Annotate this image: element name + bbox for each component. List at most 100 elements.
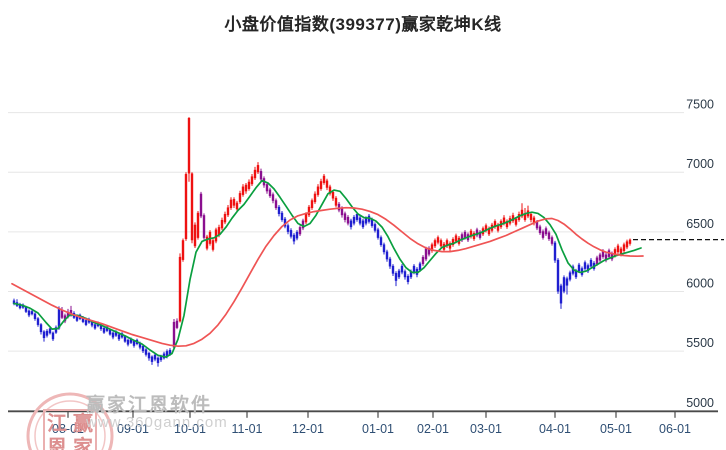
candle-body — [613, 249, 617, 256]
candle-body — [331, 191, 335, 199]
candle-body — [211, 240, 215, 250]
candle-body — [616, 245, 620, 253]
candle-body — [256, 165, 260, 173]
candle-body — [343, 213, 347, 220]
candle-body — [286, 225, 290, 232]
candle-body — [45, 330, 49, 336]
candle-body — [328, 186, 332, 194]
candle-body — [283, 218, 287, 227]
candle-body — [123, 336, 127, 342]
candle-body — [232, 199, 236, 206]
candle-body — [493, 221, 497, 228]
candle-body — [436, 237, 440, 243]
candle-body — [184, 174, 188, 240]
candle-body — [226, 207, 230, 216]
candle-body — [334, 197, 338, 206]
x-axis-label: 12-01 — [292, 422, 324, 436]
candle-body — [126, 339, 130, 345]
candle-body — [604, 254, 608, 261]
candle-body — [223, 213, 227, 223]
candle-body — [202, 215, 206, 238]
candle-body — [472, 233, 476, 240]
candle-body — [514, 218, 518, 225]
candle-body — [427, 247, 431, 255]
candle-body — [168, 349, 172, 355]
candle-body — [172, 321, 176, 348]
candle-body — [361, 220, 365, 228]
candle-body — [307, 206, 311, 216]
candle-body — [147, 352, 151, 359]
candle-body — [165, 351, 169, 357]
candle-body — [535, 221, 539, 229]
candle-body — [298, 227, 302, 235]
candle-body — [577, 264, 581, 272]
x-axis-label: 02-01 — [417, 422, 449, 436]
candle-body — [93, 324, 97, 329]
candle-body — [51, 332, 55, 340]
candle-body — [66, 311, 70, 318]
candle-body — [241, 186, 245, 195]
candle-body — [454, 235, 458, 242]
candle-body — [394, 273, 398, 281]
candle-body — [217, 227, 221, 236]
candle-body — [274, 200, 278, 209]
candle-body — [268, 189, 272, 197]
candle-body — [589, 259, 593, 267]
candle-body — [559, 285, 563, 304]
candle-body — [69, 310, 73, 316]
y-axis-label: 7000 — [686, 157, 714, 171]
candle-body — [355, 213, 359, 220]
candle-body — [433, 240, 437, 247]
candle-body — [313, 193, 317, 203]
candle-body — [316, 186, 320, 195]
candle-body — [190, 173, 194, 241]
x-axis-label: 04-01 — [539, 422, 571, 436]
candle-body — [388, 258, 392, 267]
candle-body — [153, 354, 157, 360]
candle-body — [451, 239, 455, 246]
x-axis-label: 08-01 — [52, 422, 84, 436]
candle-body — [529, 213, 533, 220]
candle-body — [364, 218, 368, 224]
candle-body — [259, 171, 263, 180]
candle-body — [301, 220, 305, 229]
candle-body — [541, 231, 545, 238]
candle-body — [496, 224, 500, 231]
candle-body — [583, 262, 587, 269]
candle-body — [403, 271, 407, 278]
candle-body — [102, 327, 106, 333]
y-axis-label: 5500 — [686, 336, 714, 350]
candle-body — [598, 254, 602, 261]
candle-body — [138, 342, 142, 348]
candle-body — [352, 216, 356, 224]
candle-body — [114, 331, 118, 336]
x-axis-label: 09-01 — [117, 422, 149, 436]
candle-body — [193, 224, 197, 247]
candle-body — [247, 181, 251, 189]
candle-body — [205, 236, 209, 249]
candle-body — [277, 206, 281, 214]
candle-body — [30, 311, 34, 315]
candle-body — [421, 256, 425, 265]
candle-body — [619, 248, 623, 255]
candle-body — [244, 184, 248, 192]
candle-body — [625, 241, 629, 248]
candle-body — [502, 217, 506, 224]
candle-body — [475, 229, 479, 236]
candle-body — [553, 242, 557, 261]
candle-body — [292, 234, 296, 242]
x-axis-label: 03-01 — [470, 422, 502, 436]
x-axis-label: 10-01 — [174, 422, 206, 436]
candle-body — [346, 216, 350, 224]
candle-body — [382, 244, 386, 253]
candle-body — [565, 278, 569, 286]
candle-body — [406, 276, 410, 282]
candle-body — [54, 327, 58, 333]
candle-body — [214, 229, 218, 242]
candle-body — [235, 202, 239, 210]
candle-body — [487, 228, 491, 235]
y-axis-label: 6500 — [686, 217, 714, 231]
candle-body — [33, 313, 37, 319]
candle-body — [250, 176, 254, 185]
